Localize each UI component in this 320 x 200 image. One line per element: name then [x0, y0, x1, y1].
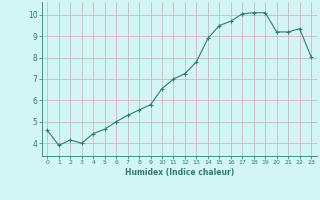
X-axis label: Humidex (Indice chaleur): Humidex (Indice chaleur) — [124, 168, 234, 177]
